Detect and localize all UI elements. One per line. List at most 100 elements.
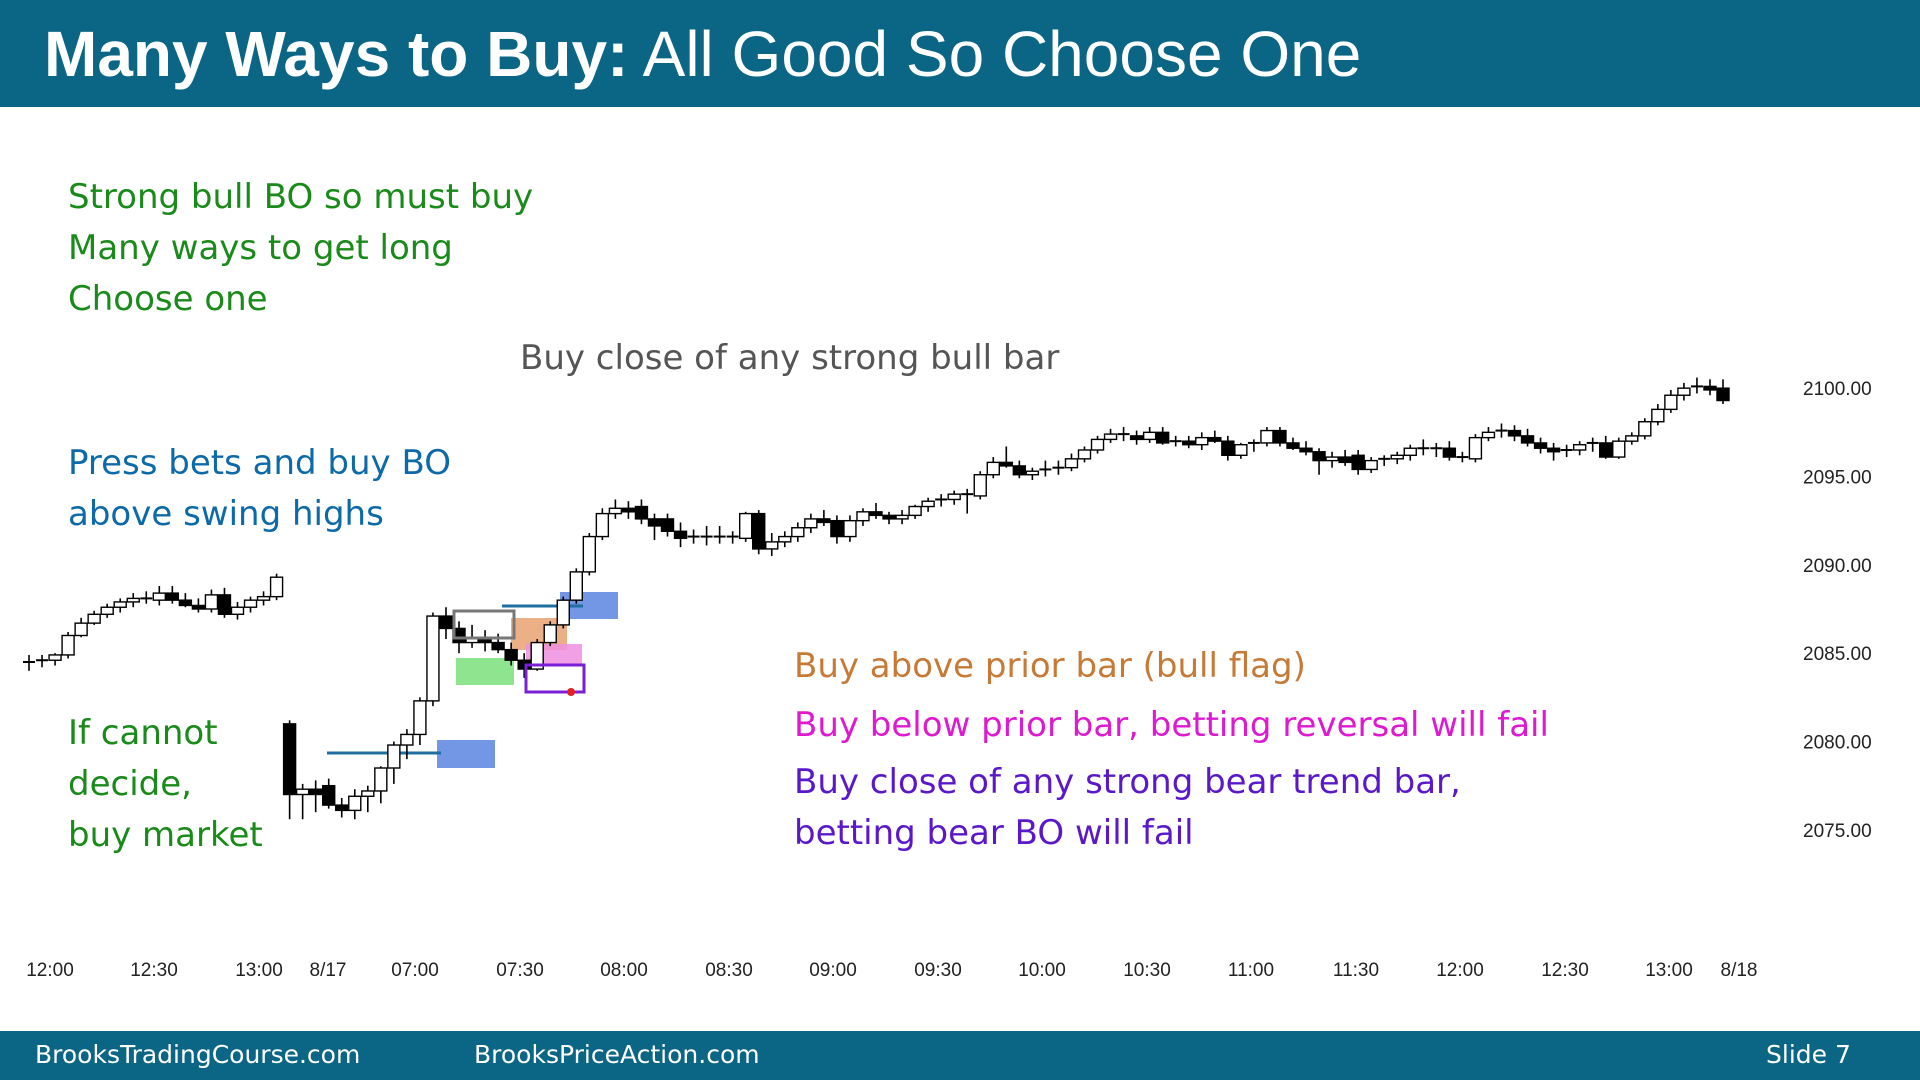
candle [791, 522, 805, 542]
candle [765, 533, 779, 556]
candle-body-bear [1221, 440, 1235, 456]
candle [1378, 455, 1391, 466]
candle [817, 510, 831, 526]
candle [1260, 427, 1274, 447]
candle [700, 525, 713, 546]
candle [1599, 435, 1613, 459]
candle [1299, 441, 1313, 456]
candle-body-bear [1546, 447, 1561, 453]
candle [1351, 450, 1365, 475]
candle-body-bear [1312, 451, 1326, 462]
x-tick-label: 10:30 [1123, 960, 1171, 981]
candle [1064, 453, 1079, 472]
candle-body-bull [791, 527, 805, 538]
candle-body-bull [986, 461, 1000, 476]
candle-body-bear [308, 788, 323, 796]
candle [230, 601, 245, 620]
candle-body-bull [348, 795, 362, 812]
candle [973, 471, 987, 500]
candle-body-bull [243, 599, 258, 608]
candle [1560, 444, 1573, 458]
candle-body-bull [295, 788, 310, 796]
candle [1481, 427, 1496, 442]
note-cannot-decide-line-3: buy market [68, 815, 263, 855]
candle [1495, 423, 1508, 438]
note-top-left-line-3: Choose one [68, 279, 268, 319]
candle [1039, 460, 1052, 477]
candle-body-bull [804, 518, 818, 529]
footer-center-link[interactable]: BrooksPriceAction.com [474, 1040, 760, 1069]
candle-body-bull [1468, 436, 1483, 460]
signal-boxes [327, 592, 618, 768]
candle-body-bull [87, 613, 101, 624]
note-cannot-decide: If cannot decide, buy market [68, 708, 263, 861]
candle-body-bull [778, 535, 792, 543]
candle [1182, 435, 1196, 449]
candle-body-bull [1077, 449, 1092, 460]
candle-body-bull [426, 615, 440, 702]
candle-body-bear [322, 784, 336, 806]
candle [1507, 425, 1522, 442]
candle-body-bull [530, 641, 544, 670]
green-box [456, 658, 514, 685]
candle [1586, 437, 1599, 452]
candle-body-bull [387, 744, 401, 769]
note-buy-above: Buy above prior bar (bull flag) [794, 646, 1306, 686]
candle-body-bull [400, 733, 414, 746]
candle-body-bull [100, 606, 114, 616]
candle-body-bull [738, 512, 753, 540]
candle-body-bull [1090, 438, 1105, 451]
note-buy-close-bear-line-1: Buy close of any strong bear trend bar, [794, 762, 1461, 802]
candle-body-bear [1507, 429, 1522, 437]
candle [569, 568, 583, 604]
candle-body-bear [1208, 436, 1222, 442]
candle-body-bear [1703, 385, 1717, 391]
candle [165, 586, 180, 604]
x-tick-label: 08:00 [600, 960, 648, 981]
note-top-left: Strong bull BO so must buy Many ways to … [68, 172, 533, 325]
candle [439, 607, 453, 640]
candle-body-bear [621, 507, 636, 513]
note-buy-close-bear: Buy close of any strong bear trend bar, … [794, 757, 1461, 859]
candle [1442, 441, 1457, 461]
candle [1690, 377, 1703, 394]
candle-body-bear [1286, 442, 1300, 449]
candle [178, 593, 193, 608]
candle [1468, 434, 1483, 463]
footer-bar [0, 1031, 1920, 1080]
candle-body-bear [647, 518, 662, 527]
candle [713, 525, 726, 544]
title-bar [0, 0, 1920, 107]
candle-body-bear [1351, 454, 1365, 471]
candle [152, 586, 167, 606]
x-tick-label: 07:30 [496, 960, 544, 981]
note-buy-below: Buy below prior bar, betting reversal wi… [794, 705, 1549, 745]
candle-body-bull [543, 624, 557, 644]
candle [335, 798, 349, 818]
y-tick-label: 2100.00 [1803, 379, 1872, 400]
candle [647, 513, 662, 541]
candle [1625, 432, 1639, 445]
candle [1025, 467, 1040, 481]
candle [947, 490, 961, 505]
candle [1390, 451, 1404, 465]
candle [1234, 442, 1248, 459]
footer-left-link[interactable]: BrooksTradingCourse.com [35, 1040, 361, 1069]
candle [413, 697, 427, 746]
candle [1664, 389, 1678, 413]
candle-body-bull [126, 597, 140, 603]
x-tick-label: 12:30 [130, 960, 178, 981]
candle-body-bull [1234, 444, 1248, 457]
candle [1012, 460, 1027, 479]
candle [582, 533, 597, 576]
candle-body-bear [999, 461, 1014, 467]
candle-body-bear [830, 519, 844, 538]
candle-body-bull [947, 493, 961, 501]
x-tick-label: 10:00 [1018, 960, 1066, 981]
candle [752, 510, 766, 555]
slide-title-bold: Many Ways to Buy: [44, 18, 629, 90]
candle-body-bull [921, 500, 935, 508]
candle [1325, 451, 1339, 468]
candle [1612, 437, 1626, 459]
candle-body-bull [1651, 408, 1665, 423]
